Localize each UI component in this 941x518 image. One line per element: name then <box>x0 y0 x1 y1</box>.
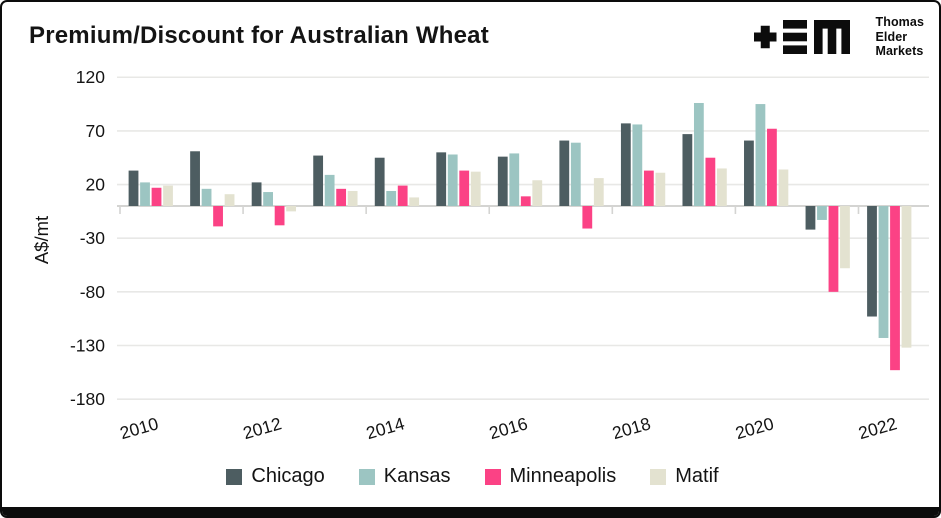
bar-minneapolis-2011 <box>213 206 223 227</box>
bar-kansas-2020 <box>755 104 766 206</box>
bar-matif-2016 <box>532 180 543 206</box>
legend-label-matif: Matif <box>675 465 719 487</box>
legend-label-minneapolis: Minneapolis <box>509 465 617 487</box>
legend-item-minneapolis: Minneapolis <box>484 465 617 488</box>
bar-chicago-2015 <box>436 152 447 206</box>
footer-bar <box>2 507 939 516</box>
xtick-label-2020: 2020 <box>733 413 776 443</box>
legend-swatch-minneapolis <box>484 468 501 485</box>
ytick-label-20: 20 <box>86 175 106 195</box>
bar-matif-2011 <box>224 194 235 206</box>
bar-chicago-2018 <box>620 123 631 206</box>
bar-kansas-2018 <box>632 124 643 206</box>
bar-kansas-2011 <box>201 188 212 206</box>
bar-kansas-2021 <box>817 206 827 220</box>
bar-minneapolis-2018 <box>643 170 654 206</box>
bar-matif-2010 <box>163 185 173 206</box>
logo-line-3: Markets <box>875 44 924 58</box>
bar-matif-2022 <box>901 206 912 348</box>
bar-matif-2014 <box>409 197 420 206</box>
bar-matif-2015 <box>470 171 481 206</box>
bar-matif-2019 <box>716 168 727 206</box>
bar-kansas-2014 <box>386 190 397 206</box>
bar-matif-2013 <box>347 190 358 206</box>
legend-label-kansas: Kansas <box>383 465 451 487</box>
logo-line-1: Thomas <box>875 15 924 29</box>
bar-kansas-2017 <box>570 142 581 206</box>
bar-kansas-2016 <box>509 153 520 206</box>
bar-minneapolis-2020 <box>767 128 777 206</box>
legend-swatch-matif <box>650 468 667 485</box>
bar-minneapolis-2010 <box>151 187 162 206</box>
bar-matif-2017 <box>593 178 604 206</box>
bar-kansas-2013 <box>324 174 335 206</box>
bar-minneapolis-2014 <box>397 185 408 206</box>
logo-line-2: Elder <box>875 29 908 44</box>
bar-kansas-2012 <box>263 192 273 206</box>
bar-minneapolis-2015 <box>459 170 470 206</box>
page-title: Premium/Discount for Australian Wheat <box>29 22 489 49</box>
bar-matif-2012 <box>286 206 296 212</box>
tem-logo-mark <box>754 19 851 54</box>
ytick-label--130: -130 <box>70 335 105 355</box>
bar-kansas-2010 <box>140 182 150 206</box>
bar-minneapolis-2013 <box>336 188 347 206</box>
bar-minneapolis-2016 <box>520 196 531 206</box>
xtick-label-2012: 2012 <box>241 413 284 443</box>
bar-chicago-2021 <box>805 206 816 230</box>
bar-minneapolis-2017 <box>582 206 593 229</box>
bar-chicago-2011 <box>190 151 200 206</box>
bar-chicago-2017 <box>559 140 570 206</box>
bar-chicago-2016 <box>497 156 508 206</box>
xtick-label-2018: 2018 <box>610 413 653 443</box>
ytick-label--80: -80 <box>80 282 106 302</box>
legend-label-chicago: Chicago <box>251 465 325 487</box>
bar-kansas-2019 <box>693 102 704 206</box>
bar-chicago-2013 <box>313 155 324 206</box>
xtick-label-2022: 2022 <box>856 413 899 443</box>
bar-matif-2020 <box>778 169 789 206</box>
y-axis-title: A$/mt <box>31 216 52 264</box>
bar-matif-2018 <box>655 172 666 206</box>
bar-chicago-2020 <box>744 140 754 206</box>
legend-swatch-kansas <box>358 468 375 485</box>
bar-kansas-2022 <box>878 206 889 338</box>
ytick-label--180: -180 <box>70 389 105 409</box>
bar-chicago-2019 <box>682 134 693 206</box>
bar-minneapolis-2021 <box>828 206 839 292</box>
legend-item-kansas: Kansas <box>358 465 451 488</box>
bar-minneapolis-2012 <box>274 206 285 226</box>
bar-chicago-2010 <box>128 170 139 206</box>
bar-minneapolis-2019 <box>705 157 716 206</box>
bar-minneapolis-2022 <box>890 206 900 371</box>
ytick-label--30: -30 <box>80 228 106 248</box>
bar-kansas-2015 <box>447 154 458 206</box>
ytick-label-120: 120 <box>76 67 105 87</box>
tem-logo: Thomas Elder Markets <box>754 15 924 59</box>
ytick-label-70: 70 <box>86 121 106 141</box>
xtick-label-2010: 2010 <box>118 413 161 443</box>
legend-swatch-chicago <box>226 468 243 485</box>
xtick-label-2016: 2016 <box>487 413 530 443</box>
bar-chicago-2014 <box>374 157 385 206</box>
chart-legend: Chicago Kansas Minneapolis Matif <box>2 465 939 488</box>
bar-chicago-2022 <box>867 206 877 317</box>
xtick-label-2014: 2014 <box>364 413 407 443</box>
tem-logo-text: Thomas Elder Markets <box>875 15 924 59</box>
bar-chicago-2012 <box>251 182 262 206</box>
legend-item-matif: Matif <box>650 465 719 488</box>
bar-matif-2021 <box>840 206 850 269</box>
legend-item-chicago: Chicago <box>226 465 325 488</box>
